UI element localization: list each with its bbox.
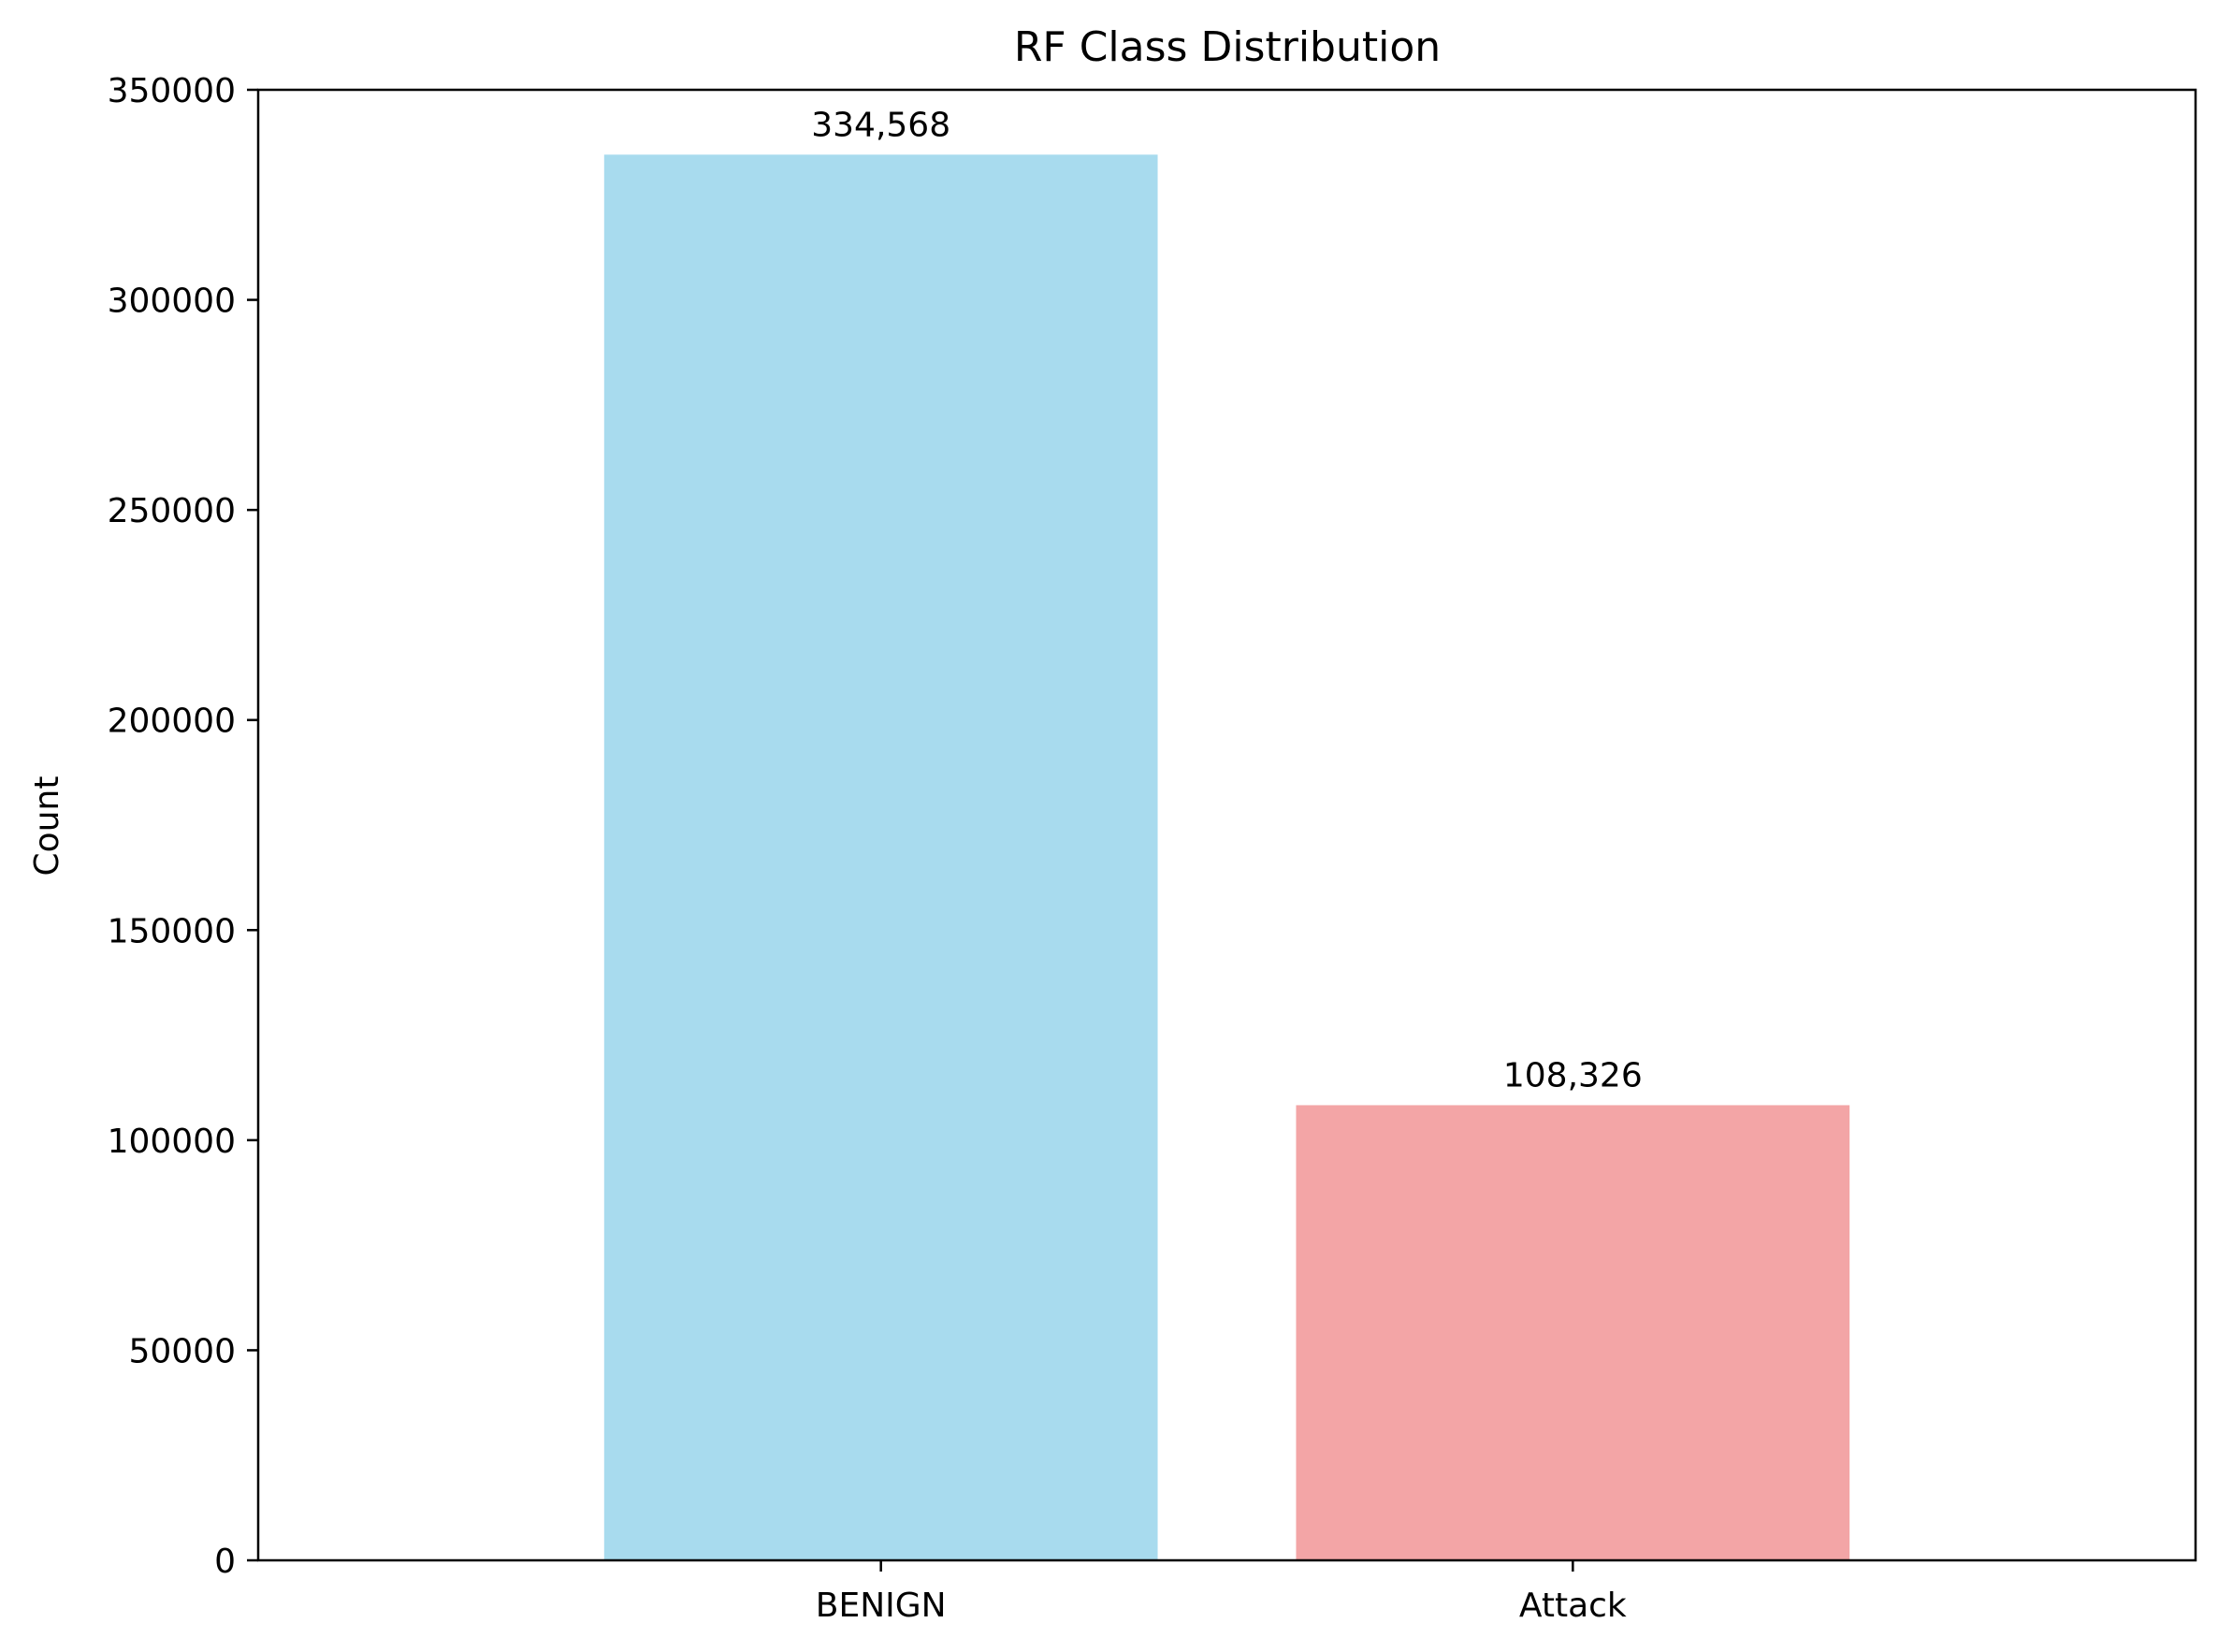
y-tick-label: 50000 xyxy=(128,1332,236,1370)
y-tick-label: 300000 xyxy=(108,283,236,321)
y-tick-label: 0 xyxy=(214,1543,236,1581)
y-tick-label: 100000 xyxy=(108,1123,236,1161)
chart-title: RF Class Distribution xyxy=(1014,23,1441,71)
value-label-benign: 334,568 xyxy=(811,106,950,144)
y-tick-label: 200000 xyxy=(108,703,236,741)
plot-frame xyxy=(256,88,2197,1562)
bars-group xyxy=(603,154,1850,1560)
bar-attack xyxy=(1296,1105,1850,1560)
x-tick-label-attack: Attack xyxy=(1519,1587,1627,1625)
x-axis: BENIGN Attack xyxy=(816,1560,1627,1625)
bar-benign xyxy=(603,154,1158,1560)
value-label-attack: 108,326 xyxy=(1503,1056,1643,1094)
y-tick-label: 250000 xyxy=(108,492,236,530)
y-axis: 0 50000 100000 150000 200000 250000 300000 3500… xyxy=(108,72,258,1581)
x-tick-label-benign: BENIGN xyxy=(816,1587,947,1625)
y-axis-label: Count xyxy=(28,776,66,877)
y-tick-label: 350000 xyxy=(108,72,236,110)
value-labels-group: 334,568 108,326 xyxy=(811,106,1643,1094)
y-tick-label: 150000 xyxy=(108,912,236,950)
